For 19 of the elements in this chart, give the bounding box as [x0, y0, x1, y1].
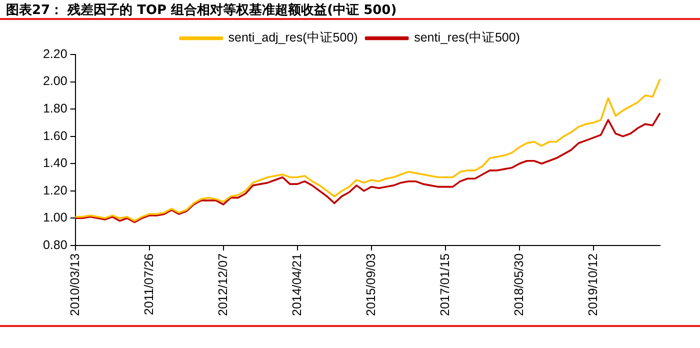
- x-tick-label: 2014/04/21: [290, 253, 304, 316]
- x-tick-label: 2015/09/03: [364, 253, 378, 316]
- y-tick-label: 1.40: [42, 156, 68, 170]
- y-tick-label: 0.80: [42, 238, 68, 252]
- x-tick-label: 2010/03/13: [68, 253, 82, 316]
- y-tick-label: 1.20: [42, 183, 68, 198]
- y-tick-label: 2.20: [42, 46, 68, 61]
- x-tick-label: 2011/07/26: [142, 253, 156, 316]
- legend-label: senti_res(中证500): [414, 30, 520, 45]
- x-tick-label: 2018/05/30: [512, 253, 526, 316]
- legend-label: senti_adj_res(中证500): [228, 30, 358, 45]
- x-tick-label: 2012/12/07: [216, 253, 230, 316]
- y-tick-label: 1.60: [42, 128, 68, 143]
- x-tick-label: 2019/10/12: [586, 253, 600, 316]
- y-tick-label: 2.00: [42, 74, 68, 88]
- y-tick-label: 1.80: [42, 102, 68, 116]
- x-tick-label: 2017/01/15: [438, 253, 452, 316]
- y-tick-label: 1.00: [42, 210, 68, 225]
- chart-title: 图表27： 残差因子的 TOP 组合相对等权基准超额收益(中证 500): [6, 2, 397, 19]
